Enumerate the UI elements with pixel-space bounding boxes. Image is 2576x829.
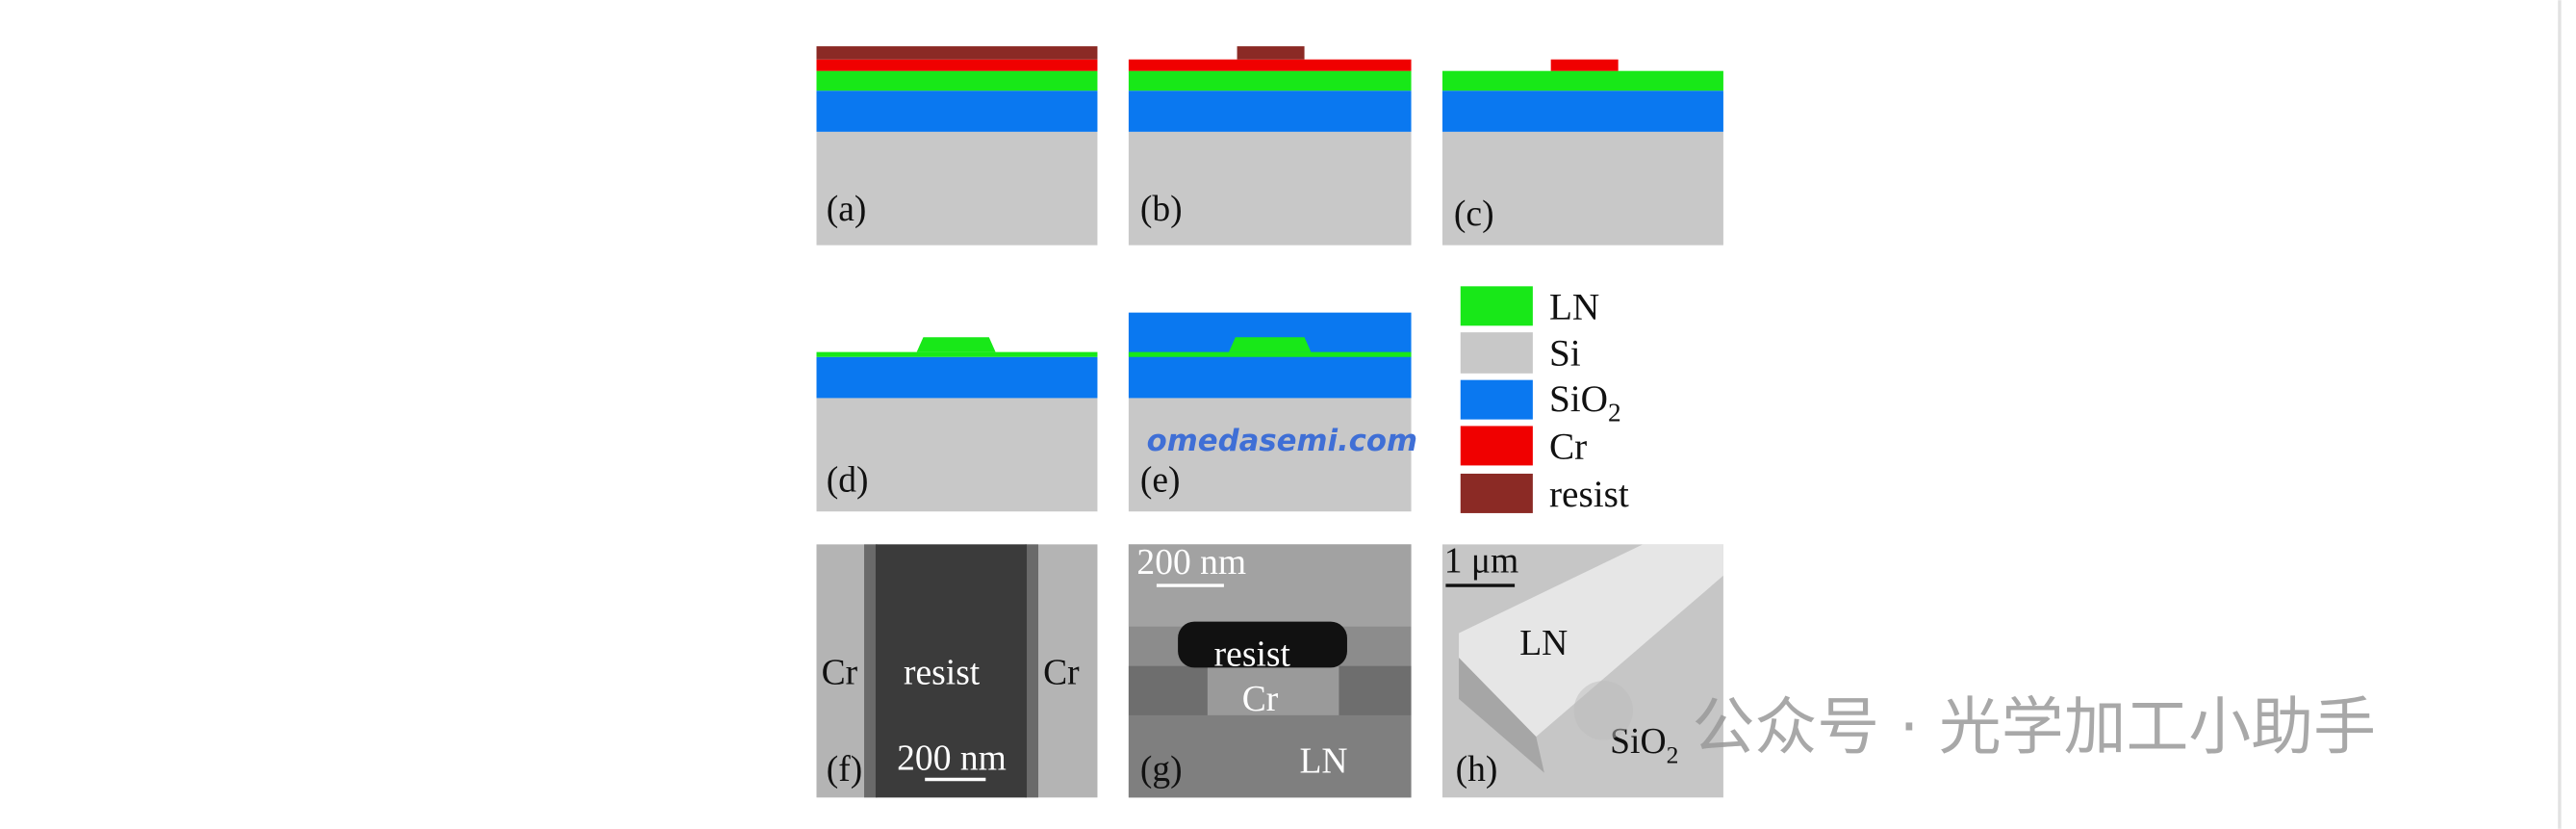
panel-d: (d) — [816, 337, 1098, 512]
panel-c: (c) — [1441, 59, 1723, 246]
sem-label: LN — [1519, 624, 1568, 663]
legend-swatch — [1460, 473, 1533, 513]
sem-resist — [875, 544, 1028, 798]
sio2-layer — [816, 91, 1098, 132]
sio2-layer — [816, 356, 1098, 399]
sem-label: SiO2 — [1610, 722, 1678, 768]
legend-label: resist — [1549, 474, 1629, 515]
legend-subscript: 2 — [1608, 398, 1621, 427]
ln-slab — [1128, 351, 1412, 357]
ln-ridge — [916, 337, 996, 352]
sem-label: resist — [904, 653, 981, 692]
sem-h: 1 μm LN SiO2 (h) — [1441, 541, 1723, 798]
legend-swatch — [1460, 286, 1533, 326]
sem-subscript: 2 — [1667, 740, 1679, 768]
cr-layer — [1128, 59, 1412, 71]
legend-label: Cr — [1549, 427, 1587, 468]
panel-e: (e) omedasemi.com — [1128, 312, 1417, 512]
sem-label: Cr — [1043, 653, 1080, 692]
sem-cr-core — [1207, 665, 1339, 715]
panel-label: (b) — [1140, 190, 1183, 229]
panel-b: (b) — [1128, 46, 1412, 246]
panel-label: (a) — [827, 190, 867, 229]
panel-a: (a) — [816, 46, 1098, 246]
sem-label: resist — [1214, 635, 1291, 675]
sem-ln — [1128, 714, 1412, 798]
ln-layer — [816, 70, 1098, 91]
sem-label: Cr — [1242, 680, 1279, 719]
legend-label: LN — [1549, 286, 1599, 327]
watermark-site: omedasemi.com — [1147, 424, 1417, 458]
legend-label: Si — [1549, 332, 1581, 374]
scale-label: 200 nm — [1136, 543, 1246, 583]
sem-edge — [1025, 544, 1038, 798]
sem-label: Cr — [822, 653, 858, 692]
resist-layer — [816, 46, 1098, 60]
panel-label: (d) — [827, 461, 869, 501]
legend-swatch — [1460, 379, 1533, 420]
ln-layer — [1441, 70, 1723, 91]
ln-ridge — [1229, 337, 1312, 352]
panel-label: (e) — [1140, 461, 1181, 501]
sem-edge — [864, 544, 878, 798]
ln-layer — [1128, 70, 1412, 91]
panel-label: (h) — [1456, 750, 1498, 790]
si-layer — [1128, 131, 1412, 246]
sem-ridge-top — [1459, 544, 1723, 738]
watermark-icon — [1573, 681, 1634, 740]
resist-strip — [1237, 46, 1305, 60]
sem-f: Cr resist Cr 200 nm (f) — [816, 544, 1098, 798]
sem-label: LN — [1299, 742, 1347, 782]
sem-resist — [1178, 621, 1347, 668]
legend-swatch — [1460, 332, 1533, 374]
si-layer — [816, 131, 1098, 246]
cr-layer — [816, 59, 1098, 71]
scale-label: 1 μm — [1444, 541, 1519, 581]
si-layer — [1441, 131, 1723, 246]
legend-text: SiO — [1549, 378, 1608, 420]
sem-g: 200 nm resist Cr LN (g) — [1128, 543, 1412, 798]
panel-label: (f) — [827, 750, 863, 790]
si-layer — [1128, 398, 1412, 512]
si-layer — [816, 398, 1098, 512]
cr-mask — [1550, 59, 1619, 71]
legend-label: SiO2 — [1549, 378, 1621, 427]
legend-swatch — [1460, 426, 1533, 466]
scale-label: 200 nm — [897, 738, 1007, 778]
panel-label: (c) — [1454, 194, 1494, 234]
legend: LN Si SiO2 Cr resist — [1460, 286, 1629, 515]
panel-label: (g) — [1140, 750, 1183, 790]
sio2-layer — [1128, 91, 1412, 132]
watermark-account: 公众号 · 光学加工小助手 — [1692, 691, 2375, 764]
sem-ridge-side — [1459, 658, 1544, 773]
ln-slab — [816, 351, 1098, 357]
sio2-layer — [1441, 91, 1723, 132]
